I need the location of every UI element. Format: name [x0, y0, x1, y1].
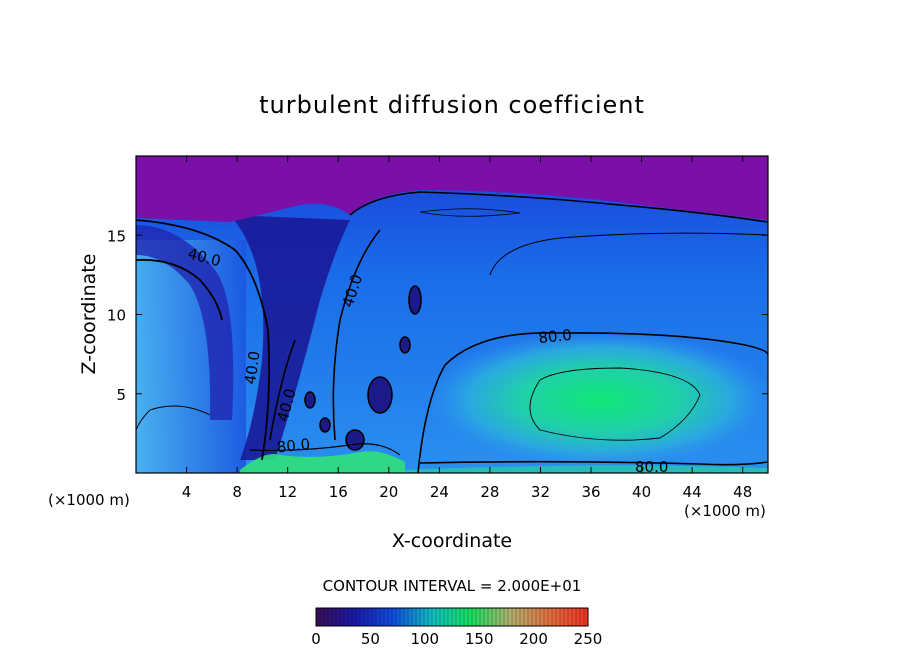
colorbar-tick-label: 150 [465, 630, 494, 648]
colorbar-stripes [315, 608, 589, 626]
x-tick-label: 24 [430, 483, 449, 501]
high-diffusion-core [425, 330, 768, 470]
surface-green-right [405, 465, 768, 473]
y-tick-label: 15 [107, 227, 126, 245]
colorbar-tick-label: 50 [361, 630, 380, 648]
contour-label: 80.0 [635, 458, 668, 476]
dark-left-band [136, 225, 234, 420]
dark-convective-cells [304, 285, 422, 451]
x-unit-left: (×1000 m) [48, 491, 130, 509]
colorbar-tick-label: 250 [574, 630, 603, 648]
x-tick-label: 8 [232, 483, 242, 501]
x-tick-label: 32 [531, 483, 550, 501]
x-tick-label: 4 [182, 483, 192, 501]
colorbar-ticks: 0 50 100 150 200 250 [311, 630, 602, 648]
plot-area [136, 156, 768, 473]
upper-purple-layer [136, 156, 768, 222]
x-unit-right: (×1000 m) [684, 502, 766, 520]
x-tick-label: 16 [329, 483, 348, 501]
chart-title: turbulent diffusion coefficient [259, 91, 645, 119]
dark-downdraft-column [230, 215, 350, 460]
y-tick-label: 5 [116, 386, 126, 404]
x-axis-label: X-coordinate [392, 530, 512, 552]
x-tick-label: 48 [733, 483, 752, 501]
contour-labels: 40.040.040.040.080.080.080.0 [186, 244, 669, 476]
y-axis-label: Z-coordinate [78, 254, 100, 375]
contour-label: 80.0 [538, 326, 573, 347]
contour-label: 80.0 [276, 435, 311, 456]
colorbar-tick-label: 0 [311, 630, 321, 648]
y-axis: 5 10 15 [107, 227, 768, 404]
colorbar-tick-label: 200 [519, 630, 548, 648]
x-tick-label: 36 [581, 483, 600, 501]
contour-interval-text: CONTOUR INTERVAL = 2.000E+01 [323, 577, 582, 595]
y-tick-label: 10 [107, 307, 126, 325]
contour-label: 40.0 [241, 350, 263, 386]
contour-lines [136, 191, 768, 473]
x-axis: 4 8 12 16 20 24 28 32 36 40 44 48 [182, 156, 752, 501]
surface-green-streaks [240, 451, 405, 473]
x-tick-label: 28 [480, 483, 499, 501]
colorbar: 0 50 100 150 200 250 [311, 607, 602, 648]
x-tick-label: 20 [379, 483, 398, 501]
x-tick-label: 40 [632, 483, 651, 501]
x-tick-label: 12 [278, 483, 297, 501]
colorbar-tick-label: 100 [410, 630, 439, 648]
x-tick-label: 44 [683, 483, 702, 501]
